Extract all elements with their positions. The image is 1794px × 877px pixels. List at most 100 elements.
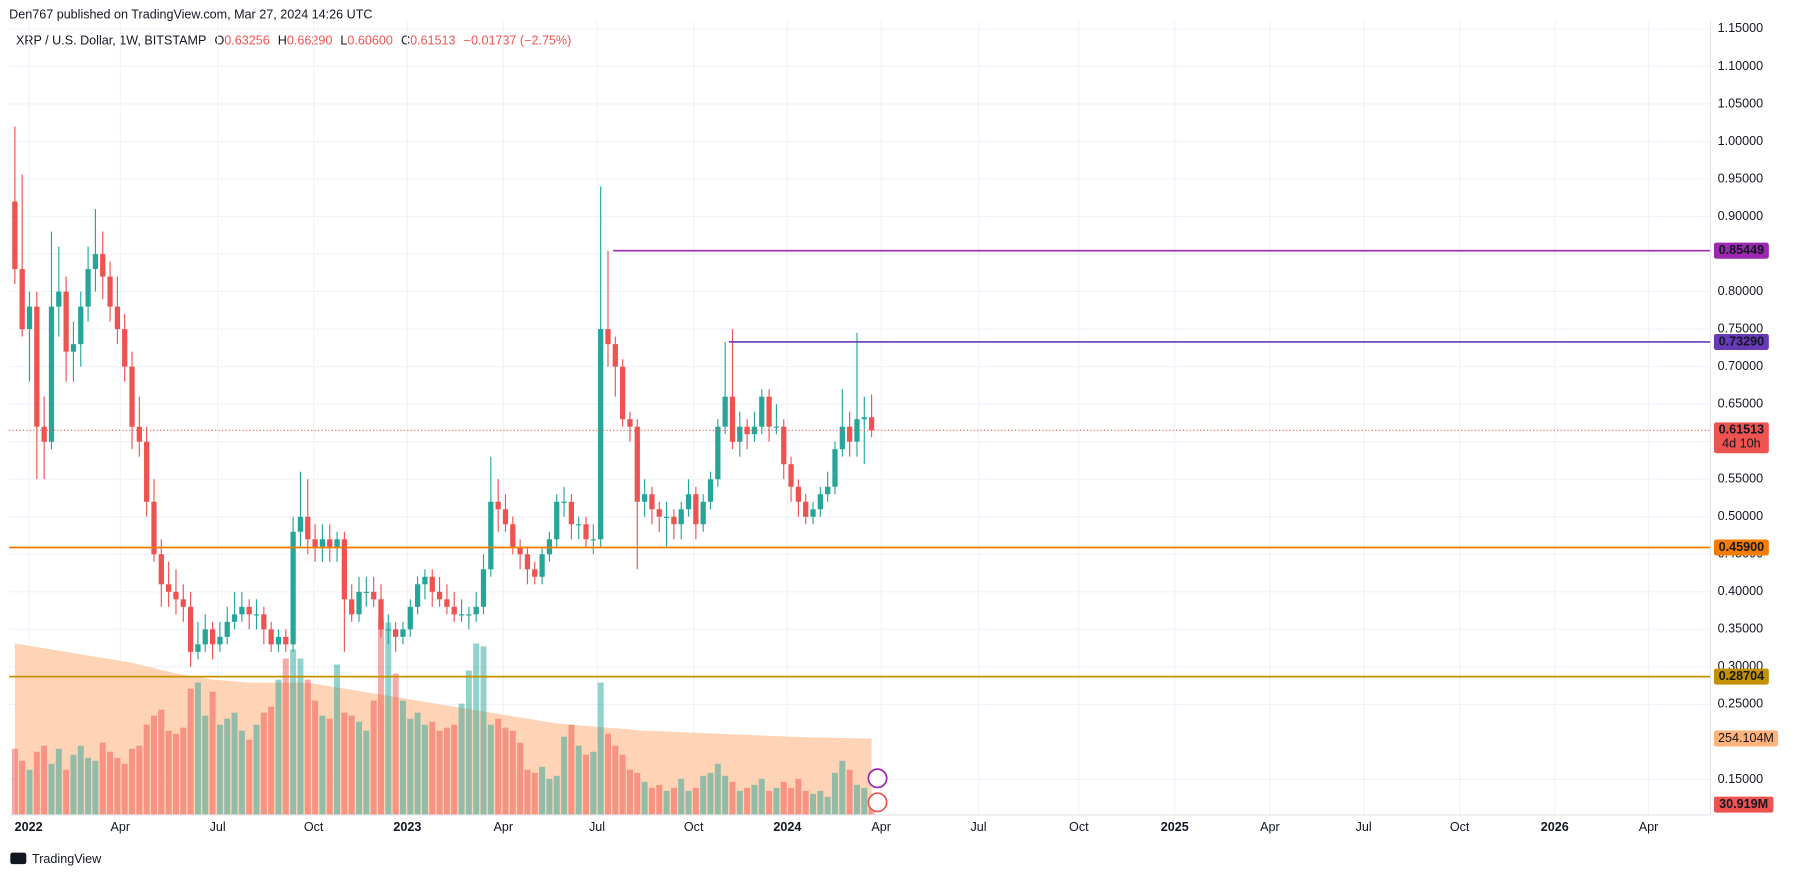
volume-bar (399, 700, 406, 815)
x-tick-label: Jul (970, 820, 986, 834)
candle-body (612, 344, 618, 367)
volume-ma-label: 254.104M (1718, 731, 1774, 745)
candle-body (590, 539, 596, 541)
volume-bar (11, 748, 18, 815)
level-label: 0.45900 (1719, 540, 1764, 554)
volume-bar (736, 790, 743, 815)
volume-bar (319, 715, 326, 815)
volume-bar (626, 769, 633, 815)
y-tick-label: 0.65000 (1718, 397, 1763, 411)
candle-body (371, 591, 377, 600)
candle-body (861, 417, 867, 420)
volume-bar (495, 718, 502, 815)
x-tick-label: Jul (210, 820, 226, 834)
volume-bar (517, 742, 524, 815)
candle-body (92, 254, 99, 270)
candle-body (803, 501, 809, 517)
event-icon[interactable] (867, 768, 888, 789)
candle-body (356, 591, 362, 615)
legend-value: 0.61513 (410, 34, 455, 48)
volume-bar (443, 727, 450, 815)
volume-bar (180, 727, 187, 815)
countdown: 4d 10h (1722, 436, 1760, 450)
candle-body (795, 486, 802, 502)
event-icon[interactable] (867, 792, 888, 813)
candle-body (620, 366, 626, 420)
volume-bar (121, 763, 128, 815)
candle-body (656, 509, 662, 517)
x-tick-label: Apr (111, 820, 131, 834)
volume-bar (99, 742, 106, 815)
volume-bar (780, 781, 787, 815)
x-tick-label: 2022 (15, 820, 43, 834)
volume-bar (341, 712, 348, 815)
y-tick-label: 0.70000 (1718, 359, 1763, 373)
volume-bar (802, 790, 809, 815)
legend-value: 0.60600 (347, 34, 392, 48)
candle-body (129, 366, 135, 427)
candle-body (136, 426, 142, 442)
volume-bar (458, 703, 465, 815)
x-tick-label: 2026 (1541, 820, 1569, 834)
candle-body (100, 254, 106, 277)
volume-bar (334, 664, 341, 815)
volume-bar (246, 739, 253, 815)
legend-key: H (278, 34, 287, 48)
candle-body (341, 539, 348, 600)
candle-body (239, 606, 245, 615)
candle-body (319, 539, 326, 547)
y-tick-label: 0.95000 (1718, 171, 1763, 185)
volume-bar (634, 772, 641, 815)
volume-bar (832, 772, 838, 815)
published-note: Den767 published on TradingView.com, Mar… (9, 7, 372, 21)
volume-bar (561, 736, 568, 815)
x-tick-label: Oct (1069, 820, 1089, 834)
volume-bar (773, 787, 780, 815)
legend-key: C (401, 34, 410, 48)
volume-bar (312, 700, 319, 815)
legend-value: 0.66290 (287, 34, 332, 48)
candle-body (158, 554, 164, 585)
candle-body (832, 449, 838, 487)
x-tick-label: Apr (1260, 820, 1280, 834)
candle-body (173, 591, 179, 600)
candle-body (268, 629, 274, 645)
volume-bar (465, 670, 472, 815)
volume-bar (766, 790, 773, 815)
x-tick-label: Oct (1450, 820, 1470, 834)
candle-body (539, 554, 545, 577)
volume-bar (451, 724, 458, 815)
y-tick-label: 0.50000 (1718, 509, 1763, 523)
candle-body (297, 516, 304, 532)
x-tick-label: Apr (493, 820, 513, 834)
volume-bar (583, 754, 589, 815)
volume-bar (19, 760, 26, 815)
volume-bar (846, 769, 853, 815)
volume-bar (722, 775, 729, 815)
volume-ma-area (14, 643, 872, 815)
candle-body (707, 479, 714, 502)
y-tick-label: 1.00000 (1718, 134, 1763, 148)
volume-bar (487, 724, 494, 815)
volume-bar (473, 643, 480, 815)
volume-bar (421, 724, 428, 815)
volume-bar (231, 712, 238, 815)
candle-body (473, 606, 479, 615)
volume-bar (268, 706, 275, 815)
candle-body (510, 524, 516, 547)
legend-key: O (214, 34, 224, 48)
candle-body (275, 636, 282, 645)
level-label-bg (1713, 242, 1769, 259)
volume-bar (480, 646, 487, 815)
volume-bar (187, 688, 194, 815)
candle-body (663, 516, 670, 518)
volume-bar (172, 733, 179, 815)
volume-bar (107, 751, 114, 815)
volume-bar (158, 709, 165, 815)
volume-bar (165, 730, 172, 815)
volume-bar (77, 745, 84, 815)
candle-body (85, 269, 91, 307)
volume-label: 30.919M (1719, 797, 1768, 811)
candle-body (810, 509, 816, 517)
